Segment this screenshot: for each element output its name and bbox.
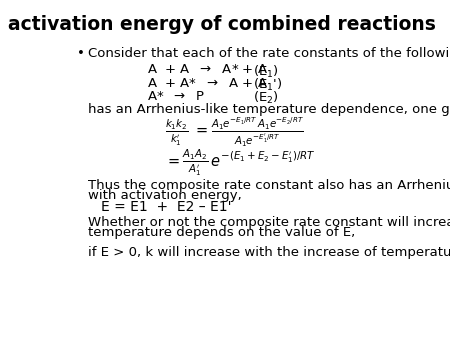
Text: temperature depends on the value of E,: temperature depends on the value of E, (88, 226, 355, 239)
Text: (E$_1$): (E$_1$) (253, 64, 279, 79)
Text: (E$_1$'): (E$_1$') (253, 77, 283, 93)
Text: with activation energy,: with activation energy, (88, 189, 241, 202)
Text: The  activation energy of combined reactions: The activation energy of combined reacti… (0, 15, 436, 34)
Text: E = E1  +  E2 – E1': E = E1 + E2 – E1' (100, 200, 231, 214)
Text: Thus the composite rate constant also has an Arrhenius-like form: Thus the composite rate constant also ha… (88, 179, 450, 192)
Text: A  + A*  $\rightarrow$  A + A: A + A* $\rightarrow$ A + A (147, 77, 268, 90)
Text: has an Arrhenius-like temperature dependence, one gets: has an Arrhenius-like temperature depend… (88, 103, 450, 116)
Text: $\frac{k_1 k_2}{k_1^{\prime}}$ $= \frac{A_1 e^{-E_1/RT}\, A_1 e^{-E_2/RT}}{A_1 e: $\frac{k_1 k_2}{k_1^{\prime}}$ $= \frac{… (165, 115, 304, 149)
Text: Whether or not the composite rate constant will increase with: Whether or not the composite rate consta… (88, 216, 450, 229)
Text: •: • (77, 47, 85, 59)
Text: $= \frac{A_1 A_2}{A_1^{\prime}}\, e^{-(E_1 + E_2 - E_1^{\prime})/RT}$: $= \frac{A_1 A_2}{A_1^{\prime}}\, e^{-(E… (165, 147, 316, 178)
Text: A  + A  $\rightarrow$  A* + A: A + A $\rightarrow$ A* + A (147, 64, 268, 76)
Text: (E$_2$): (E$_2$) (253, 90, 279, 106)
Text: Consider that each of the rate constants of the following reactions: Consider that each of the rate constants… (88, 47, 450, 59)
Text: if E > 0, k will increase with the increase of temperature: if E > 0, k will increase with the incre… (88, 246, 450, 259)
Text: A*  $\rightarrow$  P: A* $\rightarrow$ P (147, 90, 205, 103)
